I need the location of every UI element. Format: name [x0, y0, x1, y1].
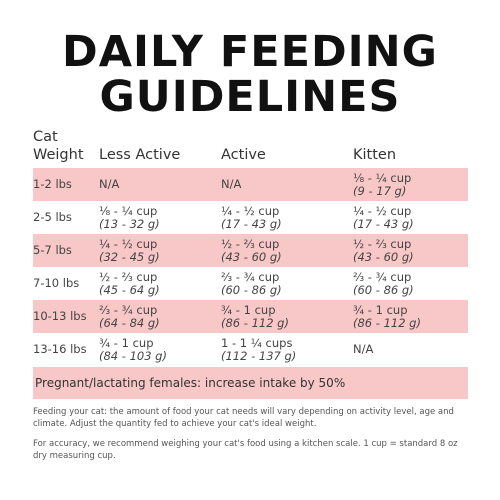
less-active-cell: ½ - ⅔ cup (45 - 64 g) [99, 269, 160, 297]
table-row: 7-10 lbs ½ - ⅔ cup (45 - 64 g) ⅔ - ¾ cup(… [33, 267, 468, 300]
table-row: 1-2 lbs N/A N/A ⅛ - ¼ cup (9 - 17 g) [33, 168, 468, 201]
active-cell: ¼ - ½ cup (17 - 43 g) [221, 203, 282, 231]
weight-cell: 10-13 lbs [33, 309, 87, 323]
less-active-cell: N/A [99, 177, 120, 191]
table-row: 2-5 lbs ⅛ - ¼ cup (13 - 32 g) ¼ - ½ cup (1… [33, 201, 468, 234]
active-cell: 1 - 1 ¼ cups (112 - 137 g) [221, 335, 297, 363]
weight-cell: 5-7 lbs [33, 243, 72, 257]
active-cell: N/A [221, 177, 242, 191]
less-active-cell: ¾ - 1 cup (84 - 103 g) [99, 335, 167, 363]
table-row: 13-16 lbs ¾ - 1 cup (84 - 103 g) 1 - 1 ¼ … [33, 333, 468, 366]
active-cell: ⅔ - ¾ cup (60 - 86 g) [221, 269, 282, 297]
table-row: 10-13 lbs ⅔ - ¾ cup (64 - 84 g) ¾ - 1 cup… [33, 300, 468, 333]
header-less-active: Less Active [99, 147, 181, 163]
kitten-cell: ⅔ - ¾ cup (60 - 86 g) [353, 269, 414, 297]
page-title-line-2: GUIDELINES [99, 72, 401, 122]
header-kitten: Kitten [353, 147, 397, 163]
kitten-cell: ½ - ⅔ cup (43 - 60 g) [353, 236, 414, 264]
weight-cell: 13-16 lbs [33, 342, 87, 356]
active-cell: ¾ - 1 cup (86 - 112 g) [221, 302, 289, 330]
table-row: 5-7 lbs ¼ - ½ cup (32 - 45 g) ½ - ⅔ cup (4… [33, 234, 468, 267]
active-cell: ½ - ⅔ cup (43 - 60 g) [221, 236, 282, 264]
page-title-line-1: DAILY FEEDING [62, 27, 438, 77]
pregnant-lactating-banner: Pregnant/lactating females: increase int… [33, 367, 468, 399]
weight-cell: 1-2 lbs [33, 177, 72, 191]
less-active-cell: ¼ - ½ cup (32 - 45 g) [99, 236, 160, 264]
feeding-note: Feeding your cat: the amount of food you… [33, 407, 454, 429]
kitten-cell: N/A [353, 342, 374, 356]
less-active-cell: ⅛ - ¼ cup (13 - 32 g) [99, 203, 160, 231]
kitten-cell: ¼ - ½ cup (17 - 43 g) [353, 203, 414, 231]
header-weight-line-2: Weight [33, 147, 84, 163]
header-weight-line-1: Cat [33, 129, 58, 145]
less-active-cell: ⅔ - ¾ cup (64 - 84 g) [99, 302, 160, 330]
weight-cell: 2-5 lbs [33, 210, 72, 224]
header-active: Active [221, 147, 266, 163]
kitten-cell: ⅛ - ¼ cup (9 - 17 g) [353, 170, 412, 198]
measuring-note: For accuracy, we recommend weighing your… [33, 439, 458, 461]
kitten-cell: ¾ - 1 cup (86 - 112 g) [353, 302, 421, 330]
weight-cell: 7-10 lbs [33, 276, 80, 290]
banner-text: Pregnant/lactating females: increase int… [35, 376, 346, 390]
